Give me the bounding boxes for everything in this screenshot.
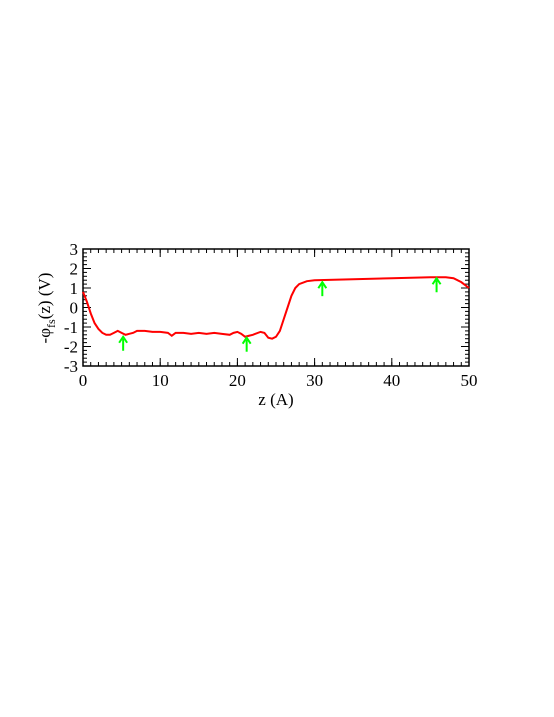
- y-tick-label: -2: [64, 338, 78, 357]
- arrow: [118, 334, 128, 351]
- arrow: [431, 276, 442, 293]
- x-axis-label: z (A): [258, 390, 293, 409]
- y-tick-label: 0: [70, 299, 79, 318]
- y-label-subscript: fs: [44, 319, 58, 328]
- x-tick-label: 50: [461, 371, 478, 390]
- x-tick-label: 0: [79, 371, 88, 390]
- x-tick-label: 30: [306, 371, 323, 390]
- y-tick-label: 1: [70, 279, 79, 298]
- arrow: [317, 280, 328, 297]
- data-line: [82, 276, 470, 340]
- y-tick-label: -1: [64, 318, 78, 337]
- x-tick-label: 40: [383, 371, 400, 390]
- x-tick-label: 10: [152, 371, 169, 390]
- y-tick-label: 3: [70, 240, 79, 259]
- y-axis-label: -φfs(z) (V): [35, 273, 58, 344]
- x-tick-label: 20: [229, 371, 246, 390]
- y-tick-label: 2: [70, 260, 79, 279]
- arrow: [241, 335, 252, 352]
- y-label-text: -φ: [35, 328, 54, 344]
- y-tick-label: -3: [64, 357, 78, 376]
- plot-frame: [82, 248, 470, 367]
- y-label-suffix: (z) (V): [35, 273, 54, 320]
